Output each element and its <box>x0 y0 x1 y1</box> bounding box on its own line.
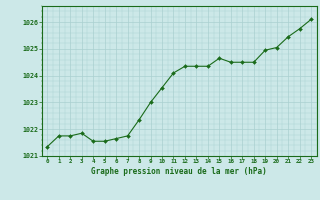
X-axis label: Graphe pression niveau de la mer (hPa): Graphe pression niveau de la mer (hPa) <box>91 167 267 176</box>
